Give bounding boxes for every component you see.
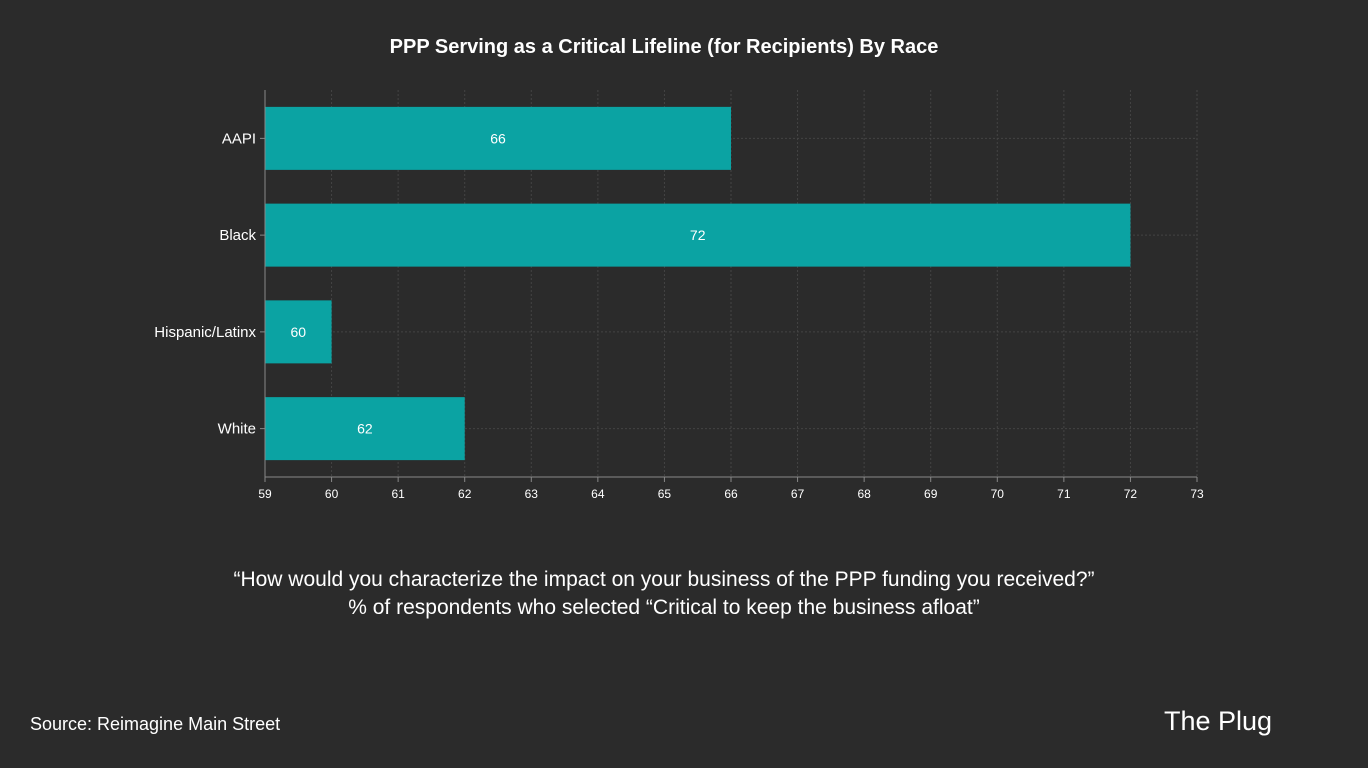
tick-label-x-13: 72 [1124,487,1138,501]
brand-logo-text: The Plug [1164,706,1273,736]
tick-label-x-9: 68 [857,487,871,501]
tick-label-x-4: 63 [525,487,539,501]
tick-label-x-14: 73 [1190,487,1204,501]
bar-chart: 66 72 60 62 59 60 61 62 63 64 65 66 67 68 69 70 71 72 73 A… [154,90,1204,501]
tick-label-x-0: 59 [258,487,272,501]
source-note: Source: Reimagine Main Street [30,714,281,734]
caption-subtext: % of respondents who selected “Critical … [348,596,980,619]
bar-0 [265,106,731,170]
category-label-2: Hispanic/Latinx [154,324,256,341]
chart-caption: “How would you characterize the impact o… [0,566,1328,622]
bar-2 [265,300,332,364]
tick-label-x-11: 70 [991,487,1005,501]
bars: 66 72 60 62 [265,106,1131,461]
tick-label-x-10: 69 [924,487,938,501]
category-label-3: White [218,421,256,438]
tick-label-x-3: 62 [458,487,472,501]
tick-label-x-1: 60 [325,487,339,501]
bar-3 [265,397,465,461]
caption-question: “How would you characterize the impact o… [233,568,1095,591]
tick-label-x-7: 66 [724,487,738,501]
category-label-1: Black [219,227,256,244]
data-label-3: 62 [357,421,373,437]
chart-title: PPP Serving as a Critical Lifeline (for … [389,36,939,58]
tick-label-x-5: 64 [591,487,605,501]
tick-label-x-12: 71 [1057,487,1071,501]
axes: 59 60 61 62 63 64 65 66 67 68 69 70 71 72 73 AAPI Black H… [154,90,1204,501]
data-label-2: 60 [290,324,306,340]
tick-label-x-6: 65 [658,487,672,501]
data-label-1: 72 [690,227,706,243]
tick-label-x-8: 67 [791,487,805,501]
data-label-0: 66 [490,130,506,146]
tick-label-x-2: 61 [391,487,405,501]
category-label-0: AAPI [222,130,256,147]
bar-1 [265,203,1131,267]
